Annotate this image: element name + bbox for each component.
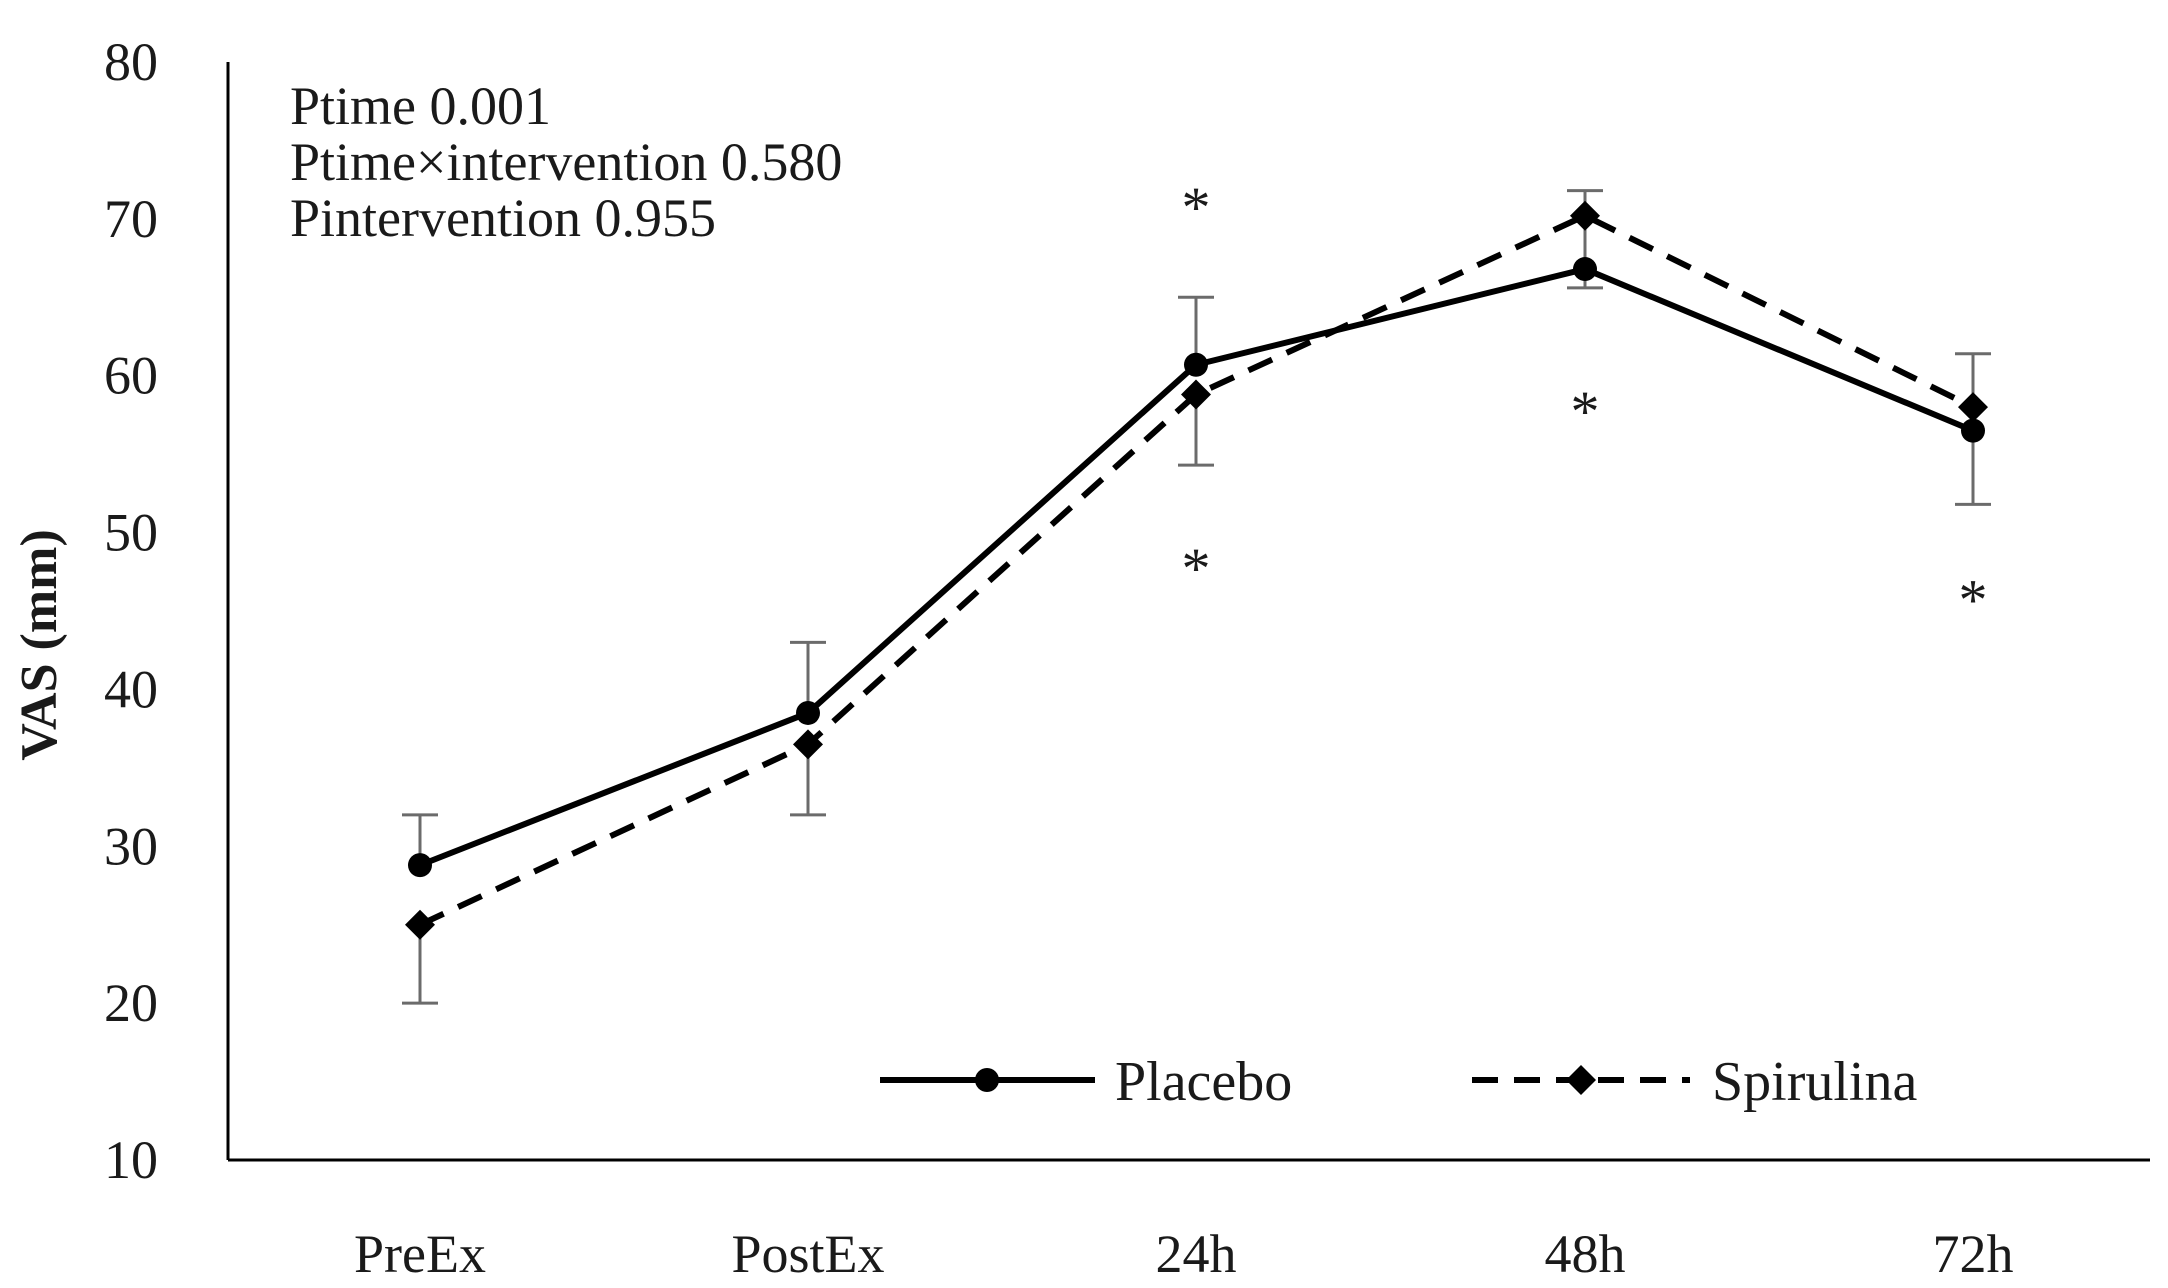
legend-marker-placebo <box>975 1068 999 1092</box>
annotation-ptime: Ptime 0.001 <box>290 76 551 136</box>
statistics-annotations: Ptime 0.001 Ptime×intervention 0.580 Pin… <box>290 76 842 248</box>
data-point-placebo <box>1184 352 1208 377</box>
significance-star: * <box>1182 175 1211 240</box>
data-point-spirulina <box>1181 379 1211 410</box>
legend-label-spirulina: Spirulina <box>1712 1051 1917 1113</box>
data-point-placebo <box>1573 257 1597 282</box>
x-tick-labels: PreEx PostEx 24h 48h 72h <box>354 1224 2013 1284</box>
y-tick-label: 20 <box>104 973 158 1033</box>
significance-star: * <box>1182 536 1211 601</box>
data-point-spirulina <box>1958 392 1988 423</box>
significance-star: * <box>1571 379 1600 444</box>
x-tick-label: 24h <box>1156 1224 1237 1284</box>
y-tick-labels: 10 20 30 40 50 60 70 80 <box>104 32 158 1190</box>
y-tick-label: 30 <box>104 816 158 876</box>
y-tick-label: 60 <box>104 346 158 406</box>
y-tick-label: 80 <box>104 32 158 92</box>
data-point-placebo <box>796 700 820 725</box>
data-point-spirulina <box>793 729 823 760</box>
y-axis-label: VAS (mm) <box>11 529 68 761</box>
x-tick-label: 48h <box>1545 1224 1626 1284</box>
legend-label-placebo: Placebo <box>1115 1051 1292 1113</box>
y-tick-label: 70 <box>104 189 158 249</box>
y-tick-label: 40 <box>104 659 158 719</box>
series-markers <box>405 200 1988 940</box>
annotation-pintervention: Pintervention 0.955 <box>290 188 716 248</box>
legend-marker-spirulina <box>1566 1065 1596 1095</box>
data-point-placebo <box>1961 418 1985 443</box>
significance-markers: * * * * <box>1182 175 1988 632</box>
x-tick-label: PostEx <box>731 1224 884 1284</box>
axes <box>226 62 2150 1162</box>
data-point-spirulina <box>1570 200 1600 231</box>
legend: Placebo Spirulina <box>880 1051 1917 1113</box>
series-line-spirulina <box>418 212 1975 928</box>
y-tick-label: 50 <box>104 503 158 563</box>
data-point-placebo <box>408 853 432 878</box>
x-tick-label: 72h <box>1933 1224 2014 1284</box>
annotation-ptime-intervention: Ptime×intervention 0.580 <box>290 132 842 192</box>
x-tick-label: PreEx <box>354 1224 486 1284</box>
data-point-spirulina <box>405 909 435 940</box>
y-tick-label: 10 <box>104 1130 158 1190</box>
significance-star: * <box>1959 567 1988 632</box>
